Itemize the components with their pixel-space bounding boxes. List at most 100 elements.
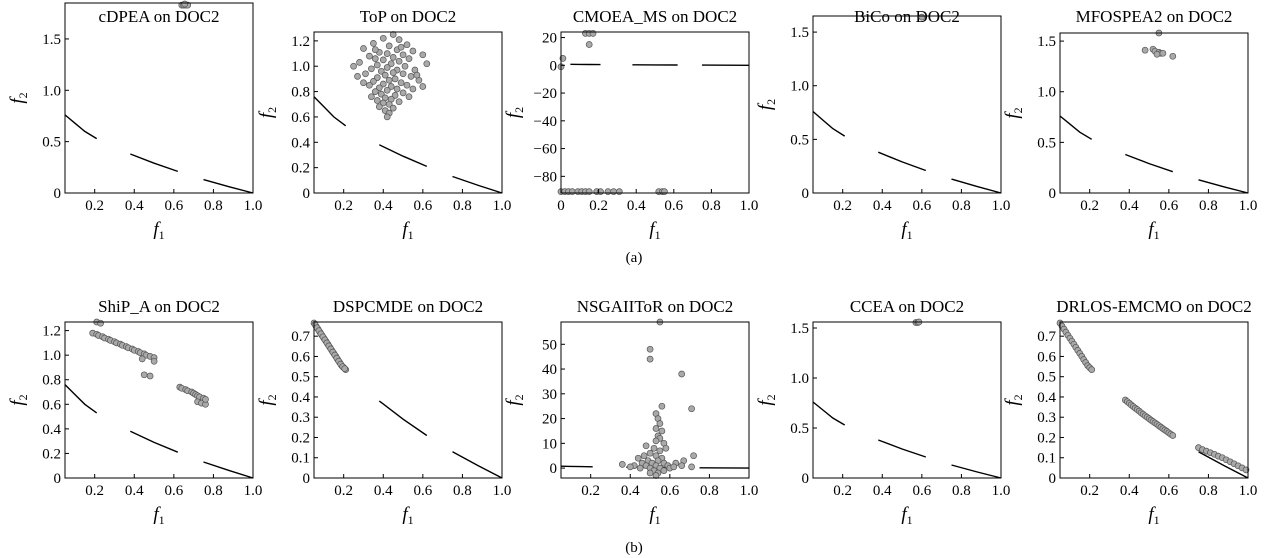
data-point: [383, 50, 391, 57]
data-point: [375, 84, 383, 92]
data-point: [409, 85, 417, 93]
x-tick-label: 0.6: [912, 483, 931, 499]
plot-frame: [1059, 32, 1249, 194]
x-tick-label: 1.0: [992, 198, 1011, 214]
y-tick-label: 0.2: [1037, 430, 1056, 446]
y-tick-label: 0: [54, 186, 62, 202]
data-point: [146, 372, 154, 380]
pareto-front-segment: [812, 401, 846, 426]
pareto-front-segment: [812, 110, 846, 137]
y-axis-label-main: f: [256, 398, 277, 406]
x-tick-label: 0.6: [660, 483, 679, 499]
y-tick-label: 0.6: [1037, 349, 1056, 365]
x-axis-label: f1: [153, 219, 164, 242]
data-point: [181, 0, 189, 8]
y-tick-label: 0.7: [291, 329, 310, 345]
x-tick-label: 0.4: [627, 198, 646, 214]
y-tick-label: 1.2: [42, 324, 61, 340]
pareto-front-segment: [878, 439, 927, 458]
chart-panel: DRLOS-EMCMO on DOC2 0.2 0.4 0.6 0.8 1.0 0 0.1 0.…: [1002, 297, 1257, 527]
data-point: [366, 81, 373, 89]
x-tick-label: 0.8: [952, 483, 971, 499]
data-point: [690, 452, 697, 460]
data-point: [389, 69, 397, 76]
data-point: [399, 70, 407, 78]
data-point: [650, 444, 658, 452]
data-point: [356, 59, 363, 66]
x-tick-label: 0.6: [413, 483, 432, 499]
data-point: [371, 55, 379, 62]
x-tick-label: 0.4: [374, 198, 393, 214]
x-tick-label: 1.0: [244, 483, 263, 499]
y-axis-label-sub: 2: [16, 394, 30, 400]
y-axis-label-sub: 2: [512, 107, 526, 113]
data-point: [401, 62, 409, 70]
data-point: [918, 13, 926, 21]
data-point: [373, 97, 381, 104]
y-axis-label-main: f: [755, 398, 776, 406]
pareto-front-segment: [1059, 115, 1093, 140]
x-axis-label: f1: [402, 504, 413, 527]
y-tick-label: 1.5: [790, 25, 809, 41]
data-point: [403, 81, 411, 89]
y-tick-label: 50: [542, 337, 557, 353]
data-point: [589, 30, 597, 37]
y-tick-label: 0.5: [42, 135, 61, 151]
y-tick-label: 30: [542, 387, 557, 403]
x-axis-label-sub: 1: [907, 228, 913, 242]
y-axis-label-sub: 2: [265, 394, 279, 400]
y-tick-label: −60: [534, 142, 557, 158]
y-tick-label: 0: [550, 461, 558, 477]
y-tick-label: 0: [550, 58, 558, 74]
data-point: [652, 425, 660, 432]
y-tick-label: −20: [534, 86, 557, 102]
data-point: [395, 57, 403, 65]
x-tick-label: 0.6: [664, 198, 683, 214]
x-axis-label-main: f: [649, 504, 657, 525]
data-point: [350, 62, 357, 70]
x-tick-label: 0.2: [1080, 198, 1099, 214]
data-point: [97, 319, 104, 327]
data-point: [341, 365, 349, 372]
y-tick-label: 0.2: [291, 430, 310, 446]
y-axis-label-sub: 2: [764, 99, 778, 105]
y-tick-label: −80: [534, 169, 557, 185]
plot-frame: [812, 15, 1002, 194]
y-tick-label: 0: [303, 186, 311, 202]
data-point: [660, 467, 668, 474]
chart-title: ShiP_A on DOC2: [98, 297, 220, 316]
y-axis-label: f2: [503, 107, 526, 118]
x-tick-label: 0.8: [702, 198, 721, 214]
pareto-front-segment: [1125, 153, 1174, 173]
y-tick-label: 0: [802, 471, 810, 487]
pareto-front-segment: [203, 461, 254, 479]
data-point: [423, 60, 431, 68]
data-point: [646, 345, 654, 353]
y-axis-label: f2: [7, 394, 30, 405]
pareto-front-segment: [951, 178, 1002, 194]
y-tick-label: 0.4: [291, 390, 310, 406]
y-tick-label: 0: [54, 471, 62, 487]
pareto-front-segment: [130, 153, 179, 173]
data-point: [354, 73, 361, 80]
data-point: [634, 454, 642, 462]
data-point: [610, 188, 617, 195]
y-tick-label: −40: [534, 114, 557, 130]
chart-panel: ShiP_A on DOC2 0.2 0.4 0.6 0.8 1.0 0 0.2 0.4 0.6 0…: [7, 297, 262, 527]
y-tick-label: 1.2: [291, 34, 310, 50]
data-point: [1159, 49, 1167, 57]
chart-title: NSGAIIToR on DOC2: [577, 297, 734, 316]
y-tick-label: 1.0: [1037, 85, 1056, 101]
y-axis-label-sub: 2: [1011, 394, 1025, 400]
x-tick-label: 0.6: [164, 483, 183, 499]
data-point: [150, 357, 158, 365]
data-point: [395, 98, 403, 106]
pareto-front-segment: [878, 151, 927, 172]
chart-title: MFOSPEA2 on DOC2: [1076, 7, 1233, 26]
y-axis-label-sub: 2: [265, 107, 279, 113]
data-point: [202, 396, 209, 403]
y-axis-label: f2: [755, 394, 778, 405]
data-point: [662, 444, 670, 452]
data-point: [661, 188, 668, 195]
